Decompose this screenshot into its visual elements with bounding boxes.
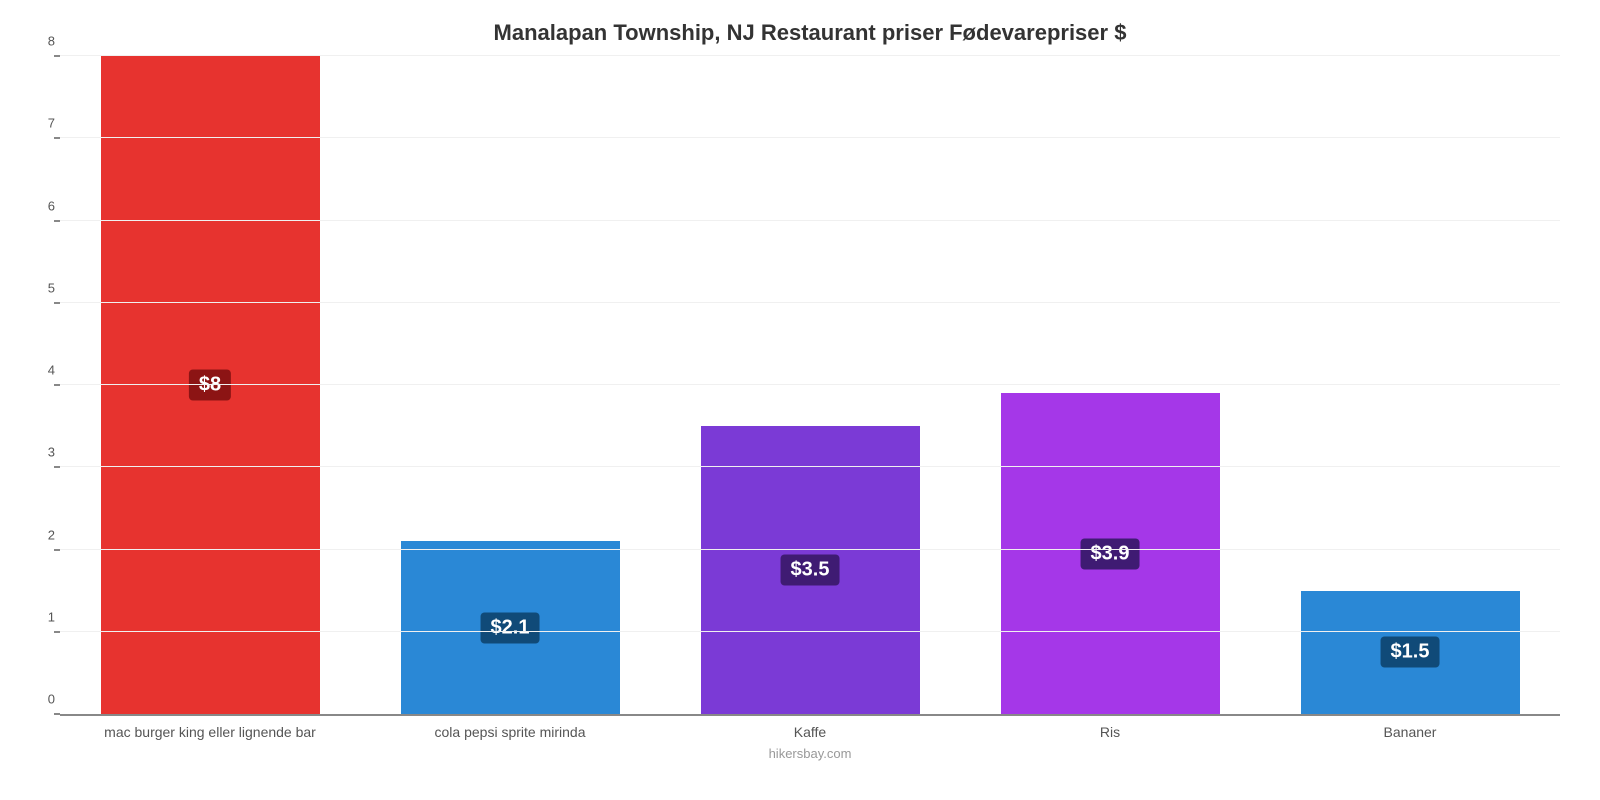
y-tick-mark: [54, 549, 60, 551]
y-tick-mark: [54, 631, 60, 633]
gridline: [60, 466, 1560, 467]
y-tick-mark: [54, 384, 60, 386]
x-axis-label: Bananer: [1260, 724, 1560, 740]
y-tick-mark: [54, 137, 60, 139]
bar: $3.9: [1001, 393, 1220, 714]
gridline: [60, 137, 1560, 138]
gridline: [60, 220, 1560, 221]
gridline: [60, 302, 1560, 303]
y-tick-label: 5: [30, 280, 55, 295]
gridline: [60, 549, 1560, 550]
x-axis-labels: mac burger king eller lignende barcola p…: [60, 724, 1560, 740]
bar: $1.5: [1301, 591, 1520, 714]
y-tick-label: 2: [30, 527, 55, 542]
y-tick-label: 8: [30, 34, 55, 49]
bar: $8: [101, 56, 320, 714]
x-axis-label: cola pepsi sprite mirinda: [360, 724, 660, 740]
x-axis-label: Ris: [960, 724, 1260, 740]
bar-value-label: $3.5: [781, 555, 840, 586]
y-tick-label: 7: [30, 116, 55, 131]
y-tick-label: 0: [30, 692, 55, 707]
bar-slot: $1.5: [1260, 56, 1560, 714]
y-tick-label: 3: [30, 445, 55, 460]
y-tick-label: 6: [30, 198, 55, 213]
gridline: [60, 631, 1560, 632]
bar-slot: $8: [60, 56, 360, 714]
price-chart: Manalapan Township, NJ Restaurant priser…: [0, 0, 1600, 800]
y-tick-label: 4: [30, 363, 55, 378]
y-tick-mark: [54, 466, 60, 468]
x-axis-label: Kaffe: [660, 724, 960, 740]
bar-slot: $2.1: [360, 56, 660, 714]
plot-area: $8$2.1$3.5$3.9$1.5 012345678: [60, 56, 1560, 716]
y-tick-mark: [54, 55, 60, 57]
bar-value-label: $3.9: [1081, 538, 1140, 569]
bar-value-label: $2.1: [481, 612, 540, 643]
bar-slot: $3.9: [960, 56, 1260, 714]
gridline: [60, 55, 1560, 56]
chart-title: Manalapan Township, NJ Restaurant priser…: [60, 20, 1560, 46]
bar-value-label: $8: [189, 370, 231, 401]
bar: $2.1: [401, 541, 620, 714]
y-tick-mark: [54, 713, 60, 715]
y-tick-label: 1: [30, 609, 55, 624]
bar: $3.5: [701, 426, 920, 714]
bar-value-label: $1.5: [1381, 637, 1440, 668]
gridline: [60, 384, 1560, 385]
bars-container: $8 $2.1 $3.5 $3.9 $1.5: [60, 56, 1560, 714]
y-tick-mark: [54, 302, 60, 304]
chart-credit: hikersbay.com: [60, 746, 1560, 761]
bar-slot: $3.5: [660, 56, 960, 714]
x-axis-label: mac burger king eller lignende bar: [60, 724, 360, 740]
y-tick-mark: [54, 220, 60, 222]
